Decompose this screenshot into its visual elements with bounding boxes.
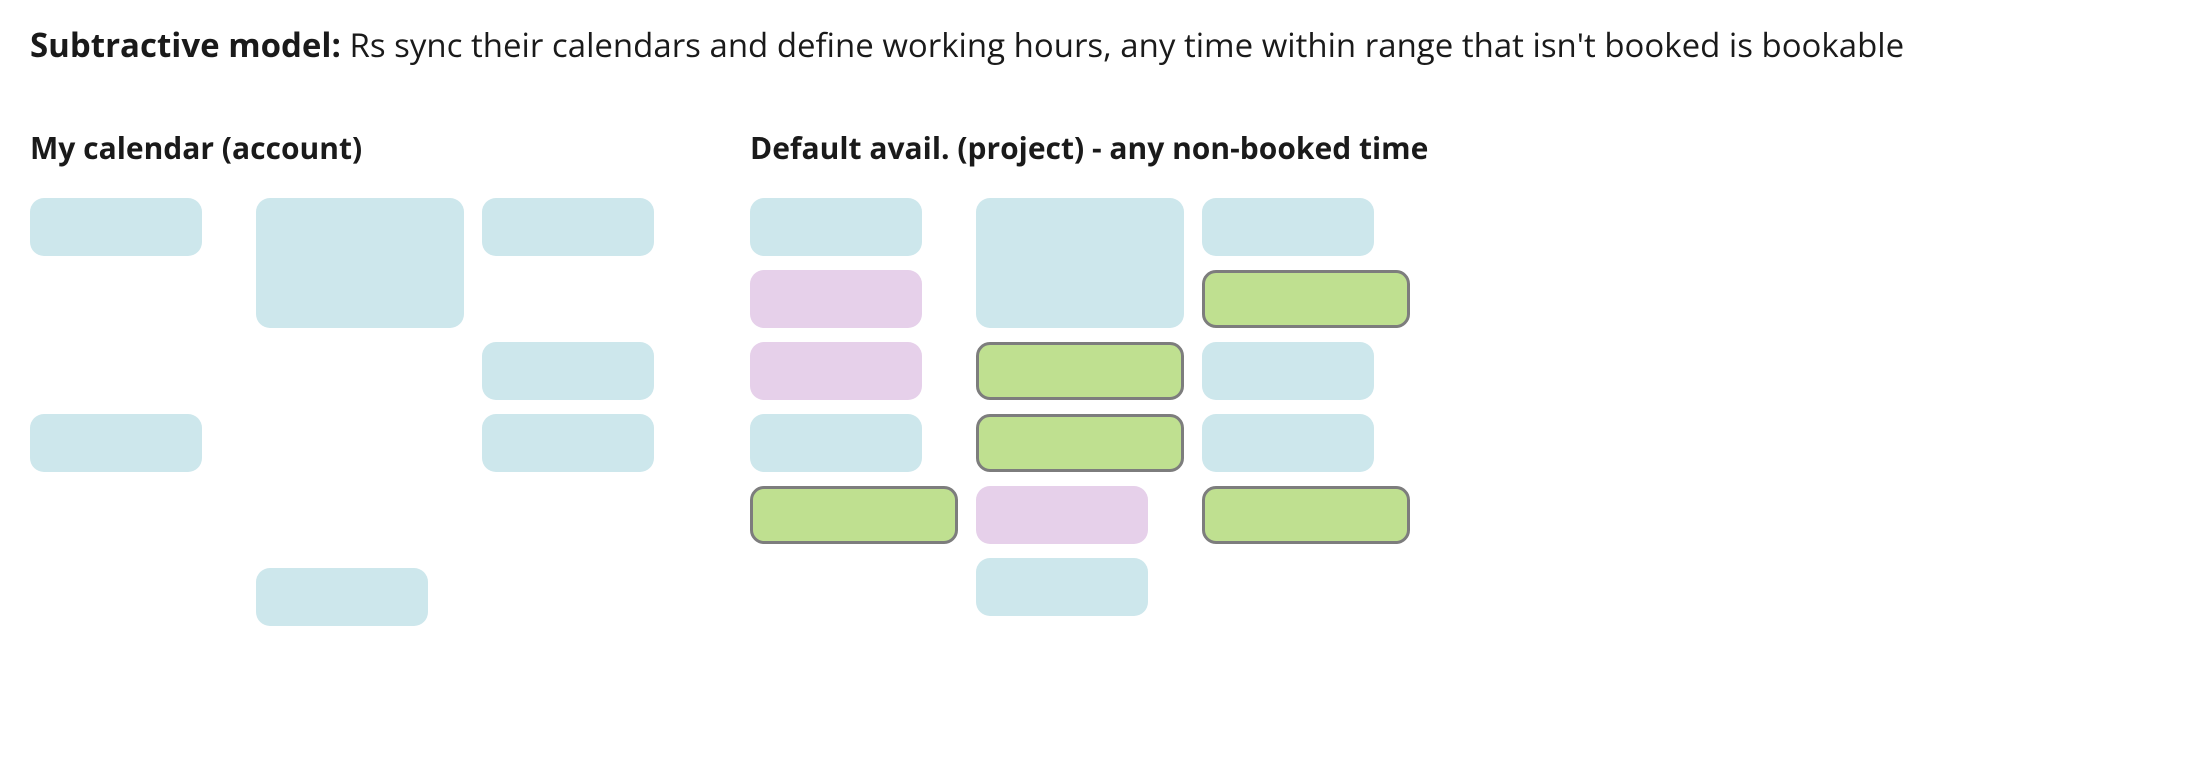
slot-empty (30, 270, 238, 328)
page: Subtractive model: Rs sync their calenda… (0, 0, 2204, 778)
slot-booked (482, 414, 654, 472)
slot-available (750, 486, 958, 544)
headline-rest: Rs sync their calendars and define worki… (341, 22, 1904, 67)
slot-pink (750, 270, 922, 328)
panel: Default avail. (project) - any non-booke… (750, 127, 1428, 640)
slot-booked (1202, 342, 1374, 400)
slot-pink (976, 486, 1148, 544)
slot-pink (750, 342, 922, 400)
slot-booked (976, 198, 1184, 328)
slot-available (976, 342, 1184, 400)
slot-booked (256, 198, 464, 328)
slot-booked (482, 198, 654, 256)
slot-booked (1202, 198, 1374, 256)
slot-available (1202, 270, 1410, 328)
slot-empty (482, 270, 690, 328)
slot-empty (30, 342, 238, 400)
panel-title: My calendar (account) (30, 127, 690, 168)
slot-booked (30, 198, 202, 256)
column (976, 198, 1184, 630)
panel-title: Default avail. (project) - any non-booke… (750, 127, 1428, 168)
column (30, 198, 238, 640)
slot-booked (256, 568, 428, 626)
headline: Subtractive model: Rs sync their calenda… (30, 24, 2174, 67)
panels-row: My calendar (account) Default avail. (pro… (30, 127, 2174, 640)
columns (30, 198, 690, 640)
slot-booked (482, 342, 654, 400)
slot-booked (1202, 414, 1374, 472)
slot-booked (30, 414, 202, 472)
slot-available (1202, 486, 1410, 544)
headline-bold: Subtractive model: (30, 22, 341, 67)
slot-booked (750, 198, 922, 256)
column (1202, 198, 1410, 630)
slot-booked (976, 558, 1148, 616)
column (482, 198, 690, 640)
column (750, 198, 958, 630)
slot-booked (750, 414, 922, 472)
slot-available (976, 414, 1184, 472)
slot-empty (256, 414, 464, 472)
columns (750, 198, 1428, 630)
slot-empty (256, 342, 464, 400)
panel: My calendar (account) (30, 127, 690, 640)
column (256, 198, 464, 640)
slot-empty (256, 486, 464, 544)
